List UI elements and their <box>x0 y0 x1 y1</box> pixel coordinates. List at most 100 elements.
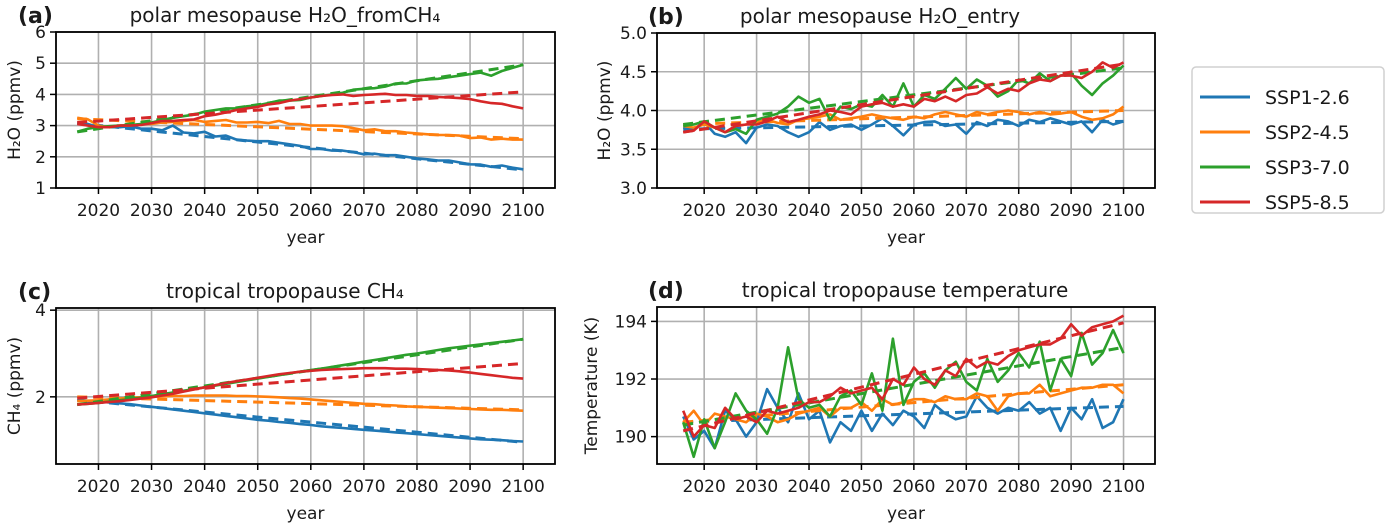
x-tick-label-2020: 2020 <box>683 477 726 497</box>
x-axis-label: year <box>287 504 325 524</box>
x-tick-label-2050: 2050 <box>236 477 279 497</box>
x-tick-label-2030: 2030 <box>130 201 173 221</box>
x-tick-label-2080: 2080 <box>395 201 438 221</box>
series-line-ssp1-2-6 <box>77 121 524 171</box>
series-line-ssp5-8-5 <box>77 92 524 129</box>
trend-line-ssp5-8-5 <box>77 90 524 124</box>
y-tick-label-3: 3.0 <box>620 179 647 199</box>
x-tick-label-2020: 2020 <box>77 201 120 221</box>
trend-line-ssp5-8-5 <box>682 62 1124 134</box>
x-tick-label-2090: 2090 <box>448 477 491 497</box>
series-group <box>77 337 524 444</box>
x-tick-label-2040: 2040 <box>787 201 830 221</box>
panel-a: 2020 2030 2040 2050 2060 2070 2080 2090 2100 1 2 3 4… <box>5 3 556 248</box>
x-tick-label-2080: 2080 <box>997 201 1040 221</box>
series-group <box>681 314 1125 459</box>
x-tick-label-2020: 2020 <box>683 201 726 221</box>
x-tick-label-2090: 2090 <box>448 201 491 221</box>
y-tick-label-6: 6 <box>35 23 46 43</box>
series-line-ssp5-8-5 <box>681 314 1125 438</box>
x-tick-label-2060: 2060 <box>289 477 332 497</box>
panel-title: polar mesopause H₂O_entry <box>740 4 1020 28</box>
series-line-ssp2-4-5 <box>683 105 1125 134</box>
x-tick-label-2070: 2070 <box>945 477 988 497</box>
series-line-ssp1-2-6 <box>683 117 1124 145</box>
x-tick-label-2060: 2060 <box>892 201 935 221</box>
y-axis-label: CH₄ (ppmv) <box>5 337 25 435</box>
series-line-ssp3-7-0 <box>681 328 1125 459</box>
x-tick-label-2090: 2090 <box>1049 477 1092 497</box>
series-line-ssp1-2-6 <box>77 399 524 443</box>
panel-letter: (a) <box>18 4 53 29</box>
panel-b: 2020 2030 2040 2050 2060 2070 2080 2090 2100 3.0 3… <box>595 4 1156 248</box>
y-tick-label-5: 5.0 <box>620 24 647 44</box>
axes-frame <box>656 306 1156 465</box>
y-axis-label: Temperature (K) <box>582 317 602 456</box>
y-axis-label: H₂O (ppmv) <box>595 61 615 161</box>
x-tick-label-2020: 2020 <box>77 477 120 497</box>
trend-line-ssp1-2-6 <box>77 398 524 444</box>
x-tick-label-2050: 2050 <box>236 201 279 221</box>
y-tick-label-2: 2 <box>35 148 46 168</box>
trend-line-ssp5-8-5 <box>682 321 1124 433</box>
series-group <box>682 61 1125 145</box>
x-tick-label-2090: 2090 <box>1049 201 1092 221</box>
legend-label-ssp2-4-5: SSP2-4.5 <box>1265 122 1350 144</box>
x-tick-label-2060: 2060 <box>289 201 332 221</box>
x-tick-label-2030: 2030 <box>130 477 173 497</box>
x-tick-label-2070: 2070 <box>342 201 385 221</box>
axes-frame <box>55 31 556 189</box>
x-tick-label-2030: 2030 <box>735 201 778 221</box>
panel-title: tropical tropopause CH₄ <box>166 279 404 303</box>
y-tick-label-1: 1 <box>35 179 46 199</box>
y-tick-label-3: 3 <box>35 117 46 137</box>
x-tick-label-2030: 2030 <box>735 477 778 497</box>
x-axis-label: year <box>887 228 925 248</box>
legend-label-ssp1-2-6: SSP1-2.6 <box>1265 87 1350 109</box>
x-axis-label: year <box>887 504 925 524</box>
y-axis-label: H₂O (ppmv) <box>5 60 25 160</box>
x-tick-label-2080: 2080 <box>395 477 438 497</box>
series-group <box>76 63 524 172</box>
x-tick-label-2060: 2060 <box>892 477 935 497</box>
x-tick-label-2040: 2040 <box>183 201 226 221</box>
y-tick-label-5: 5 <box>35 54 46 74</box>
legend: SSP1-2.6 SSP2-4.5 SSP3-7.0 SSP5-8.5 <box>1191 66 1385 214</box>
x-tick-label-2080: 2080 <box>997 477 1040 497</box>
legend-label-ssp5-8-5: SSP5-8.5 <box>1265 192 1350 214</box>
panel-letter: (d) <box>648 279 684 304</box>
x-tick-label-2070: 2070 <box>342 477 385 497</box>
series-line-ssp5-8-5 <box>683 61 1125 134</box>
panel-d: 2020 2030 2040 2050 2060 2070 2080 2090 2100 190 1… <box>582 278 1156 524</box>
series-line-ssp5-8-5 <box>77 366 524 406</box>
x-axis-label: year <box>287 228 325 248</box>
y-tick-label-192: 192 <box>615 370 647 390</box>
x-tick-label-2100: 2100 <box>502 201 545 221</box>
panel-letter: (b) <box>648 5 684 30</box>
y-tick-label-4: 4.0 <box>620 102 647 122</box>
x-tick-label-2070: 2070 <box>945 201 988 221</box>
x-tick-label-2050: 2050 <box>840 201 883 221</box>
trend-line-ssp5-8-5 <box>77 361 524 400</box>
x-tick-label-2100: 2100 <box>502 477 545 497</box>
panel-c: 2020 2030 2040 2050 2060 2070 2080 2090 2100 2 4 ye… <box>5 279 556 524</box>
legend-label-ssp3-7-0: SSP3-7.0 <box>1265 157 1350 179</box>
x-tick-label-2050: 2050 <box>840 477 883 497</box>
y-tick-label-3-5: 3.5 <box>620 140 647 160</box>
panel-letter: (c) <box>18 280 51 305</box>
y-tick-label-190: 190 <box>615 428 647 448</box>
x-tick-label-2100: 2100 <box>1102 477 1145 497</box>
legend-frame <box>1191 66 1385 214</box>
trend-line-ssp3-7-0 <box>683 66 1124 126</box>
y-tick-label-2: 2 <box>35 388 46 408</box>
y-tick-label-4: 4 <box>35 301 46 321</box>
y-tick-label-4: 4 <box>35 85 46 105</box>
x-tick-label-2040: 2040 <box>183 477 226 497</box>
panel-title: tropical tropopause temperature <box>742 278 1069 302</box>
x-tick-label-2040: 2040 <box>787 477 830 497</box>
y-tick-label-4-5: 4.5 <box>620 63 647 83</box>
axes-frame <box>55 307 556 465</box>
x-tick-label-2100: 2100 <box>1102 201 1145 221</box>
panel-title: polar mesopause H₂O_fromCH₄ <box>130 3 441 27</box>
